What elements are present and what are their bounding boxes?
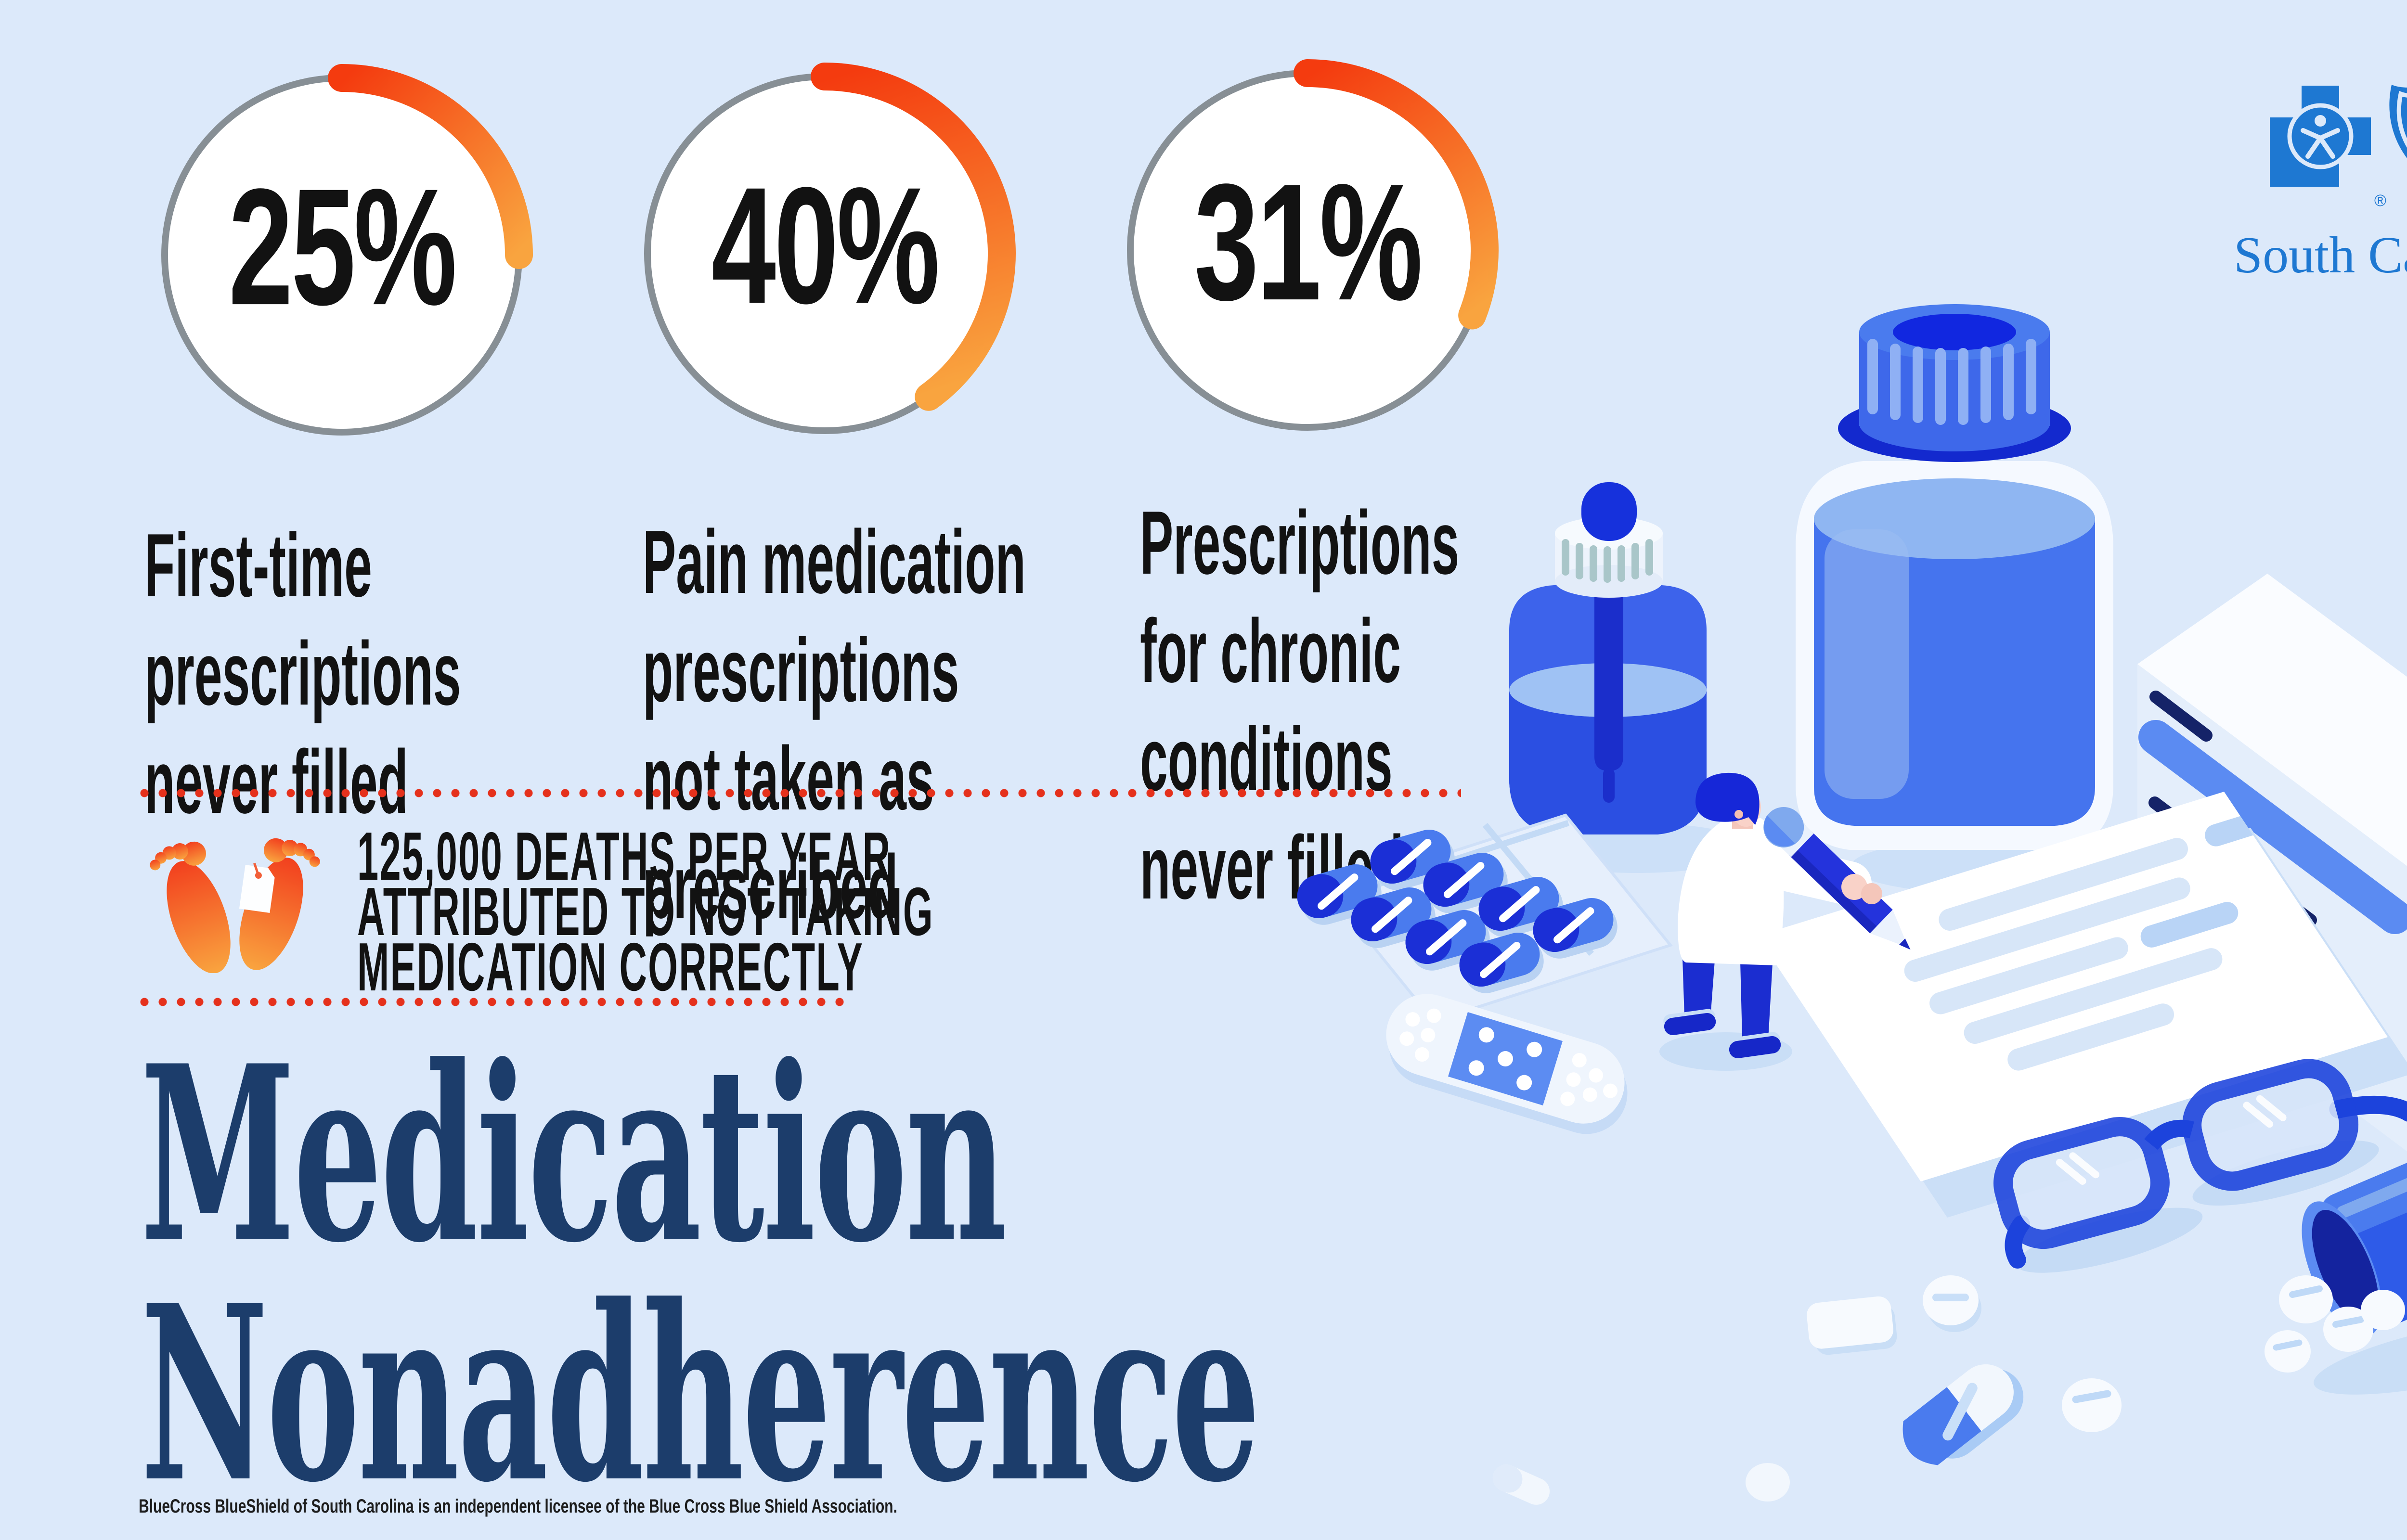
gauge-arc: [328, 64, 533, 269]
bcbs-logo-marks: ® ®: [2270, 85, 2407, 210]
vitruvian-figure: [2301, 115, 2340, 159]
deaths-note-line: 125,000 DEATHS PER YEAR: [357, 818, 892, 895]
registered-mark: ®: [2374, 192, 2386, 210]
bcbs-logo: ® ® South Carolina: [2234, 62, 2407, 285]
capsule-icon: [1902, 1364, 2024, 1465]
title-line: Medication: [141, 1013, 1007, 1296]
page-title: Medication Nonadherence: [141, 1013, 1260, 1535]
left-foot: [150, 841, 231, 973]
shoe: [1663, 1009, 1716, 1035]
shoe: [1728, 1032, 1781, 1058]
glasses-icon: [1993, 1059, 2407, 1273]
pharmacy-illustration: [1297, 304, 2407, 1505]
cadaver-feet-toe-tag-icon: [150, 838, 320, 973]
stat-label-line: Pain medication: [643, 512, 1026, 612]
stat-label-line: Prescriptions: [1140, 492, 1460, 593]
dotted-divider-bottom: [140, 997, 851, 1007]
dropper-cap-ribs: [1562, 539, 1653, 583]
stat-label-line: prescriptions: [144, 623, 461, 724]
deaths-note-line: MEDICATION CORRECTLY: [357, 929, 864, 1005]
footer-disclaimer: BlueCross BlueShield of South Carolina i…: [139, 1496, 897, 1517]
bandage-icon: [1386, 994, 1628, 1134]
stat-label-first-time: First-time prescriptions never filled: [144, 511, 461, 836]
toe-tag: [239, 862, 275, 913]
small-tablet-icon: [1746, 1463, 1790, 1502]
blister-capsules: [1297, 829, 1618, 993]
dotted-divider-top: [140, 788, 1461, 798]
blue-cross-icon: [2270, 86, 2371, 187]
gauge-value: 31%: [1194, 150, 1423, 335]
stat-label-line: First-time: [144, 515, 372, 616]
gauge-pain-medication: 40%: [622, 51, 1027, 456]
blue-shield-icon: [2389, 85, 2407, 158]
stat-label-line: not taken as: [643, 728, 934, 829]
spilled-pill-bottle-icon: [2062, 1146, 2407, 1432]
bandage-wing-dots: [1399, 1008, 1618, 1106]
gauge-chart: [161, 64, 533, 436]
giant-pencil-icon: [1763, 807, 1911, 950]
logo-region-label: South Carolina: [2234, 227, 2407, 284]
spilled-tablets: [2062, 1275, 2405, 1432]
title-line: Nonadherence: [141, 1253, 1260, 1535]
stat-label-line: prescribed: [643, 836, 898, 937]
stat-label-line: never filled: [144, 732, 408, 832]
gauge-chart: [644, 63, 1016, 434]
round-tablet-icon: [1923, 1275, 1981, 1332]
gauge-arc: [1294, 59, 1499, 330]
stat-label-pain-medication: Pain medication prescriptions not taken …: [643, 508, 1026, 941]
blister-pack-icon: [1297, 813, 1673, 1023]
gauge-first-time: 25%: [140, 53, 544, 457]
deaths-note-line: ATTRIBUTED TO NOT TAKING: [357, 873, 934, 950]
deaths-note: 125,000 DEATHS PER YEAR ATTRIBUTED TO NO…: [357, 818, 934, 1005]
gauge-value: 40%: [711, 153, 940, 339]
doctor-figure: [1659, 772, 1911, 1071]
eraser-tablet-icon: [1807, 1296, 1897, 1355]
lens-glare: [2056, 1095, 2287, 1185]
pill-jar-icon: [1796, 304, 2159, 895]
stat-label-line: for chronic: [1140, 601, 1401, 701]
gauge-arc: [811, 63, 1016, 411]
gauge-chronic: 31%: [1105, 48, 1510, 452]
stat-label-line: prescriptions: [643, 620, 959, 720]
small-capsule-icon: [1492, 1464, 1550, 1505]
gauge-chart: [1127, 59, 1499, 431]
bandage-pad-dots: [1468, 1027, 1542, 1091]
loose-items: [1492, 1275, 2024, 1505]
gauge-value: 25%: [228, 154, 457, 340]
jar-cap-ribs: [1867, 339, 2036, 425]
